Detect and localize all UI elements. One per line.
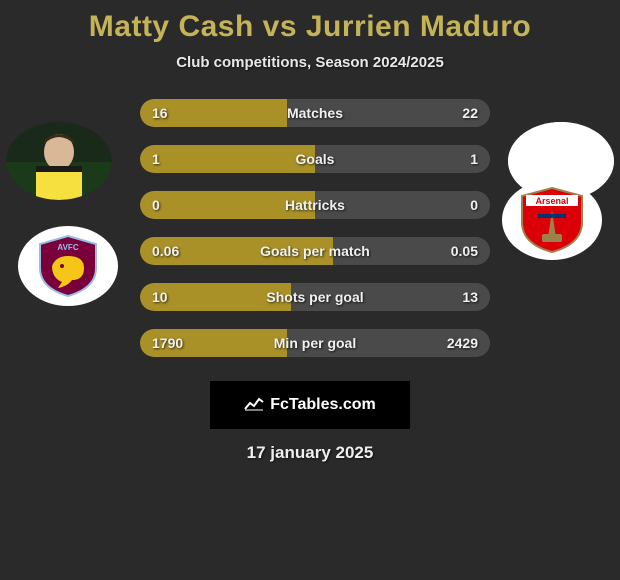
fctables-logo[interactable]: FcTables.com xyxy=(210,381,410,429)
stat-row-goals: 1 1 Goals xyxy=(140,145,490,173)
subtitle: Club competitions, Season 2024/2025 xyxy=(0,54,620,71)
chart-icon xyxy=(244,395,264,416)
footer-logo-text: FcTables.com xyxy=(270,396,376,414)
stat-left-value: 10 xyxy=(152,289,168,305)
stat-label: Goals xyxy=(296,151,335,167)
stat-right-value: 0 xyxy=(470,197,478,213)
stat-right-value: 2429 xyxy=(447,335,478,351)
stat-row-hattricks: 0 0 Hattricks xyxy=(140,191,490,219)
stat-right-value: 13 xyxy=(462,289,478,305)
stat-label: Min per goal xyxy=(274,335,356,351)
stat-row-min-per-goal: 1790 2429 Min per goal xyxy=(140,329,490,357)
stat-right-value: 0.05 xyxy=(451,243,478,259)
stat-row-goals-per-match: 0.06 0.05 Goals per match xyxy=(140,237,490,265)
stat-label: Hattricks xyxy=(285,197,345,213)
stat-right-value: 22 xyxy=(462,105,478,121)
stat-left-value: 16 xyxy=(152,105,168,121)
stat-left-value: 1 xyxy=(152,151,160,167)
footer-date: 17 january 2025 xyxy=(0,443,620,463)
stat-right-value: 1 xyxy=(470,151,478,167)
stat-label: Matches xyxy=(287,105,343,121)
stat-left-value: 0 xyxy=(152,197,160,213)
page-title: Matty Cash vs Jurrien Maduro xyxy=(0,0,620,44)
stat-row-shots-per-goal: 10 13 Shots per goal xyxy=(140,283,490,311)
stat-label: Goals per match xyxy=(260,243,370,259)
stat-label: Shots per goal xyxy=(266,289,363,305)
stat-left-value: 0.06 xyxy=(152,243,179,259)
stat-row-matches: 16 22 Matches xyxy=(140,99,490,127)
stats-comparison: 16 22 Matches 1 1 Goals 0 0 Hattricks 0.06 0.05 Goa… xyxy=(0,99,620,369)
stat-left-value: 1790 xyxy=(152,335,183,351)
